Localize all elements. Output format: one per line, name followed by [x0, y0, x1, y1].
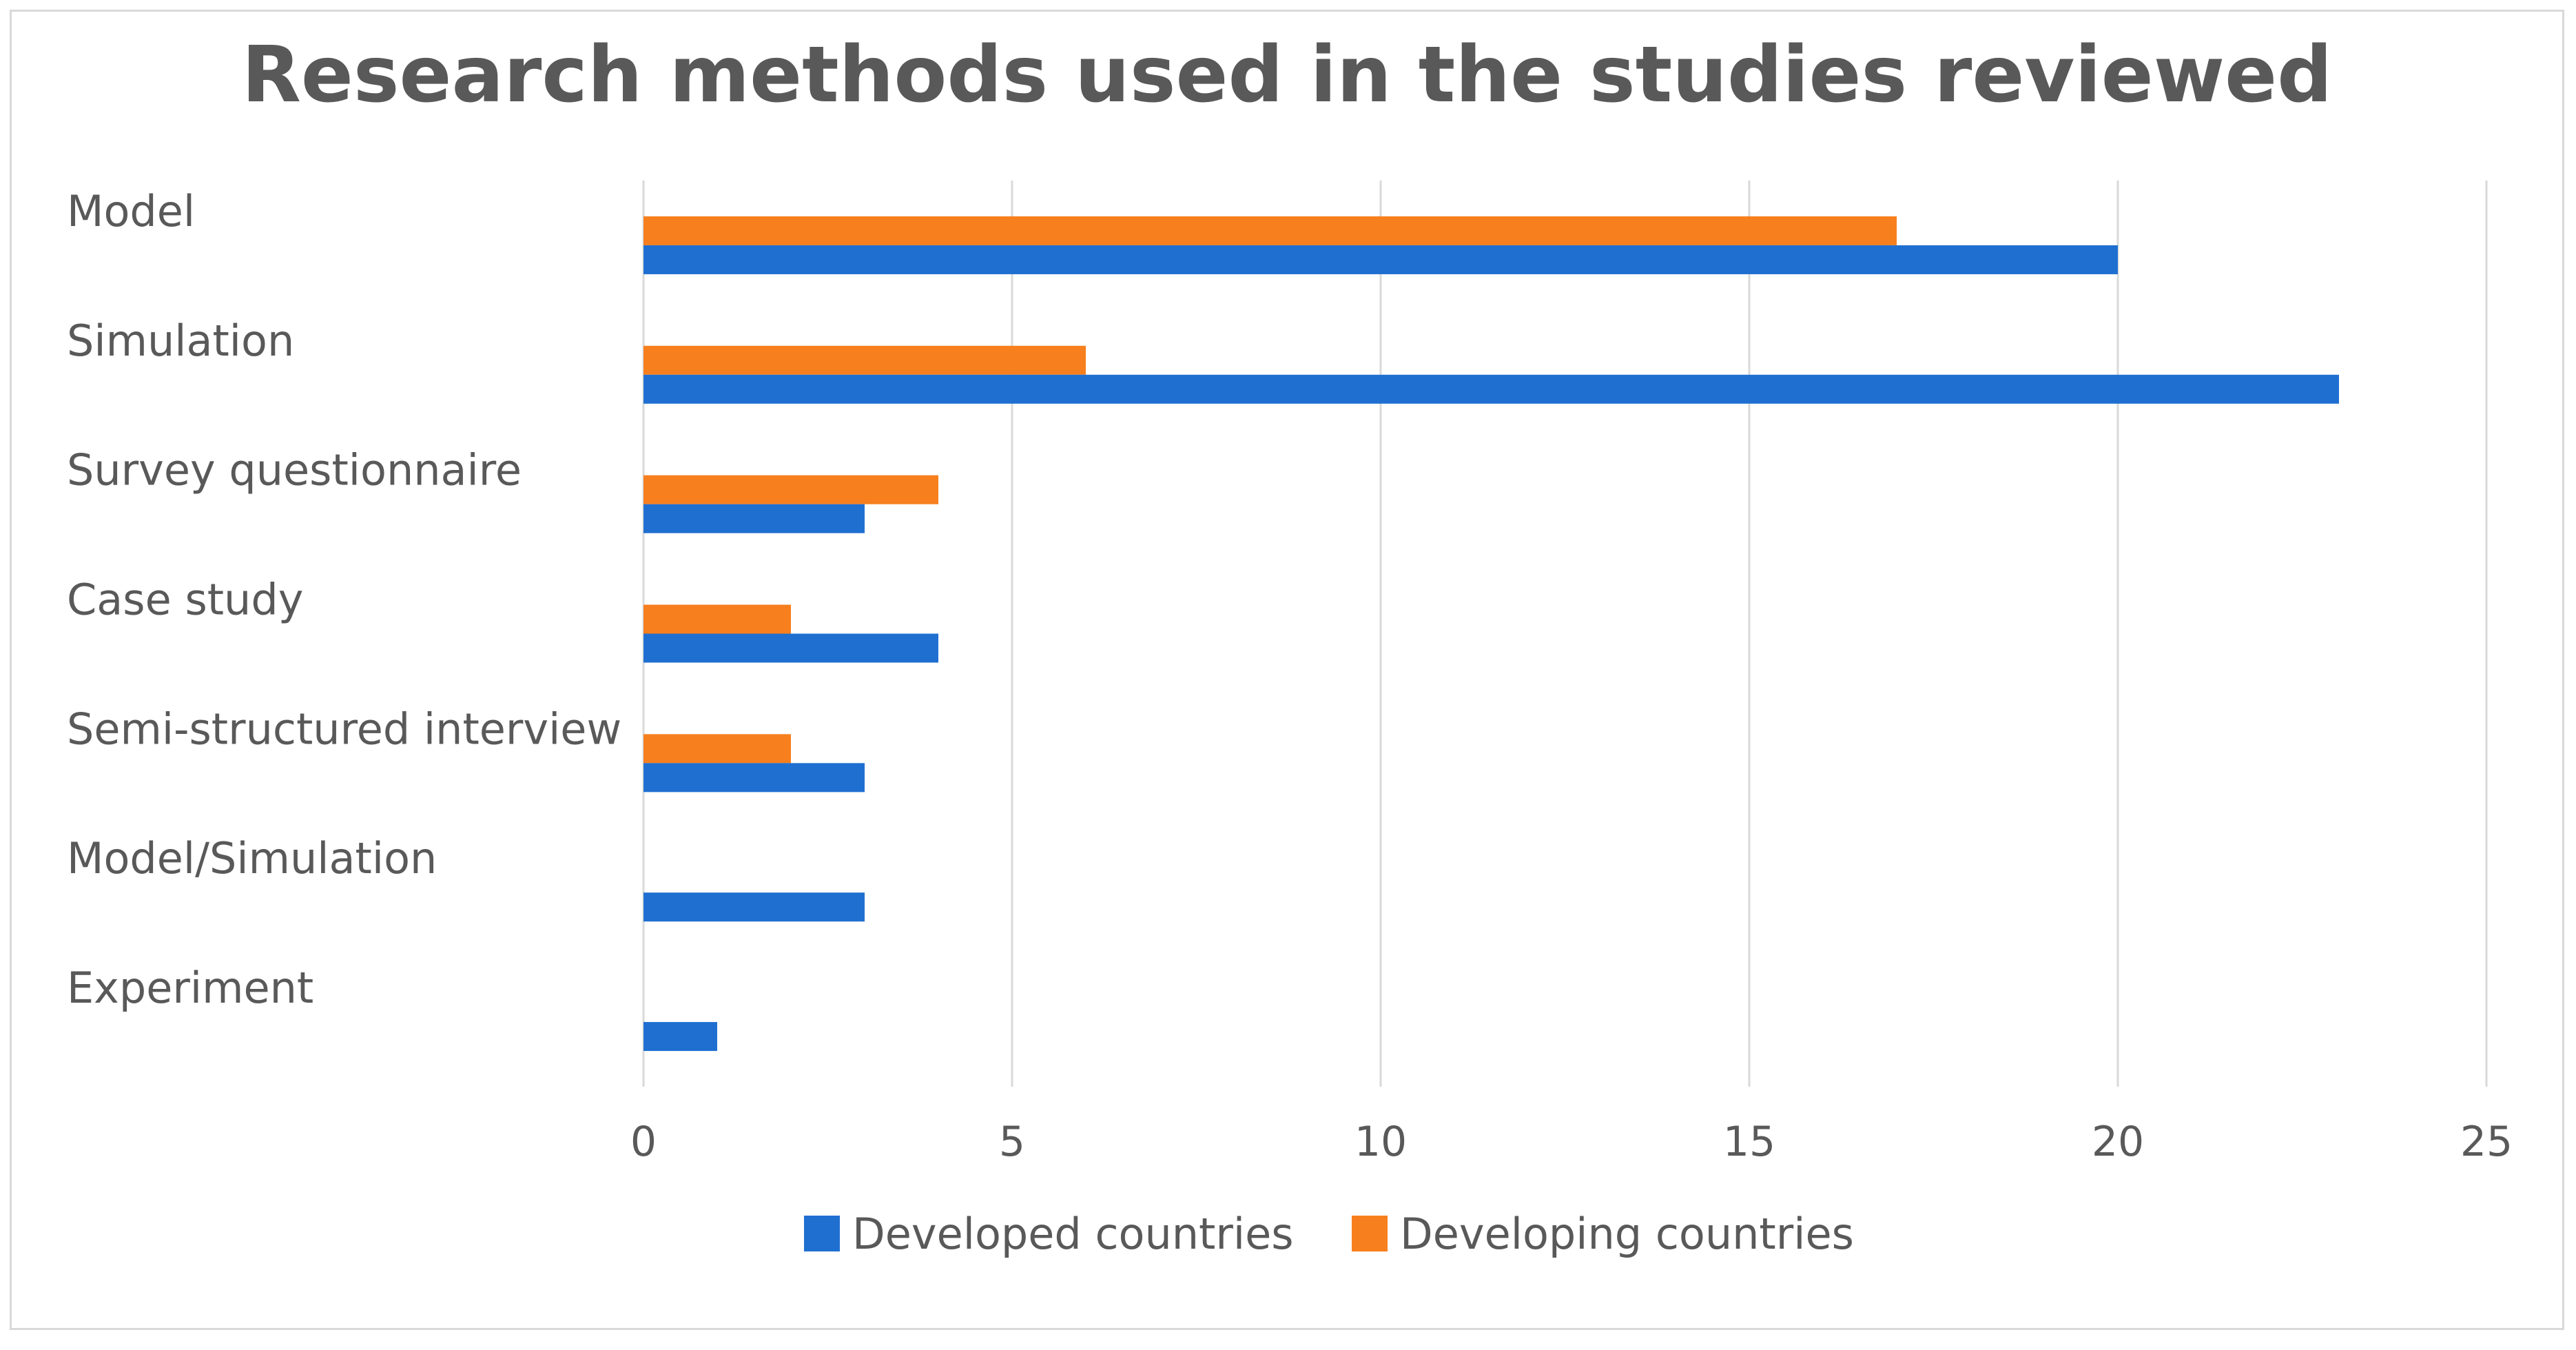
bar: [643, 504, 865, 533]
x-tick-label: 0: [630, 1118, 657, 1166]
grid-lines: [642, 181, 2488, 1087]
category-label: Survey questionnaire: [67, 445, 522, 495]
legend-swatch: [1352, 1216, 1388, 1251]
bars: [643, 216, 2339, 1052]
chart-title: Research methods used in the studies rev…: [242, 30, 2333, 120]
bar: [643, 633, 938, 663]
x-tick-label: 25: [2460, 1118, 2513, 1166]
bar-chart: Research methods used in the studies rev…: [67, 30, 2513, 1259]
bar: [643, 892, 865, 922]
bar: [643, 345, 1086, 375]
category-label: Model/Simulation: [67, 833, 437, 883]
bar: [643, 374, 2339, 404]
x-tick-label: 5: [999, 1118, 1025, 1166]
x-tick-label: 20: [2092, 1118, 2144, 1166]
bar: [643, 763, 865, 792]
legend-swatch: [804, 1216, 840, 1251]
legend-label: Developed countries: [852, 1209, 1294, 1259]
category-label: Model: [67, 186, 195, 236]
bar: [643, 216, 1897, 245]
category-label: Simulation: [67, 316, 294, 366]
bar: [643, 734, 791, 764]
category-label: Experiment: [67, 963, 313, 1013]
x-tick-label: 15: [1723, 1118, 1775, 1166]
x-tick-label: 10: [1354, 1118, 1407, 1166]
bar: [643, 604, 791, 634]
legend-label: Developing countries: [1400, 1209, 1854, 1259]
category-label: Case study: [67, 575, 303, 625]
bar: [643, 1022, 717, 1052]
category-labels: Model Simulation Survey questionnaire Case …: [67, 186, 621, 1013]
legend: Developed countries Developing countries: [804, 1209, 1854, 1259]
category-label: Semi-structured interview: [67, 704, 621, 754]
bar: [643, 475, 938, 504]
bar: [643, 245, 2118, 274]
chart-frame: Research methods used in the studies rev…: [10, 10, 2564, 1330]
x-tick-labels: 0 5 10 15 20 25: [630, 1118, 2513, 1166]
